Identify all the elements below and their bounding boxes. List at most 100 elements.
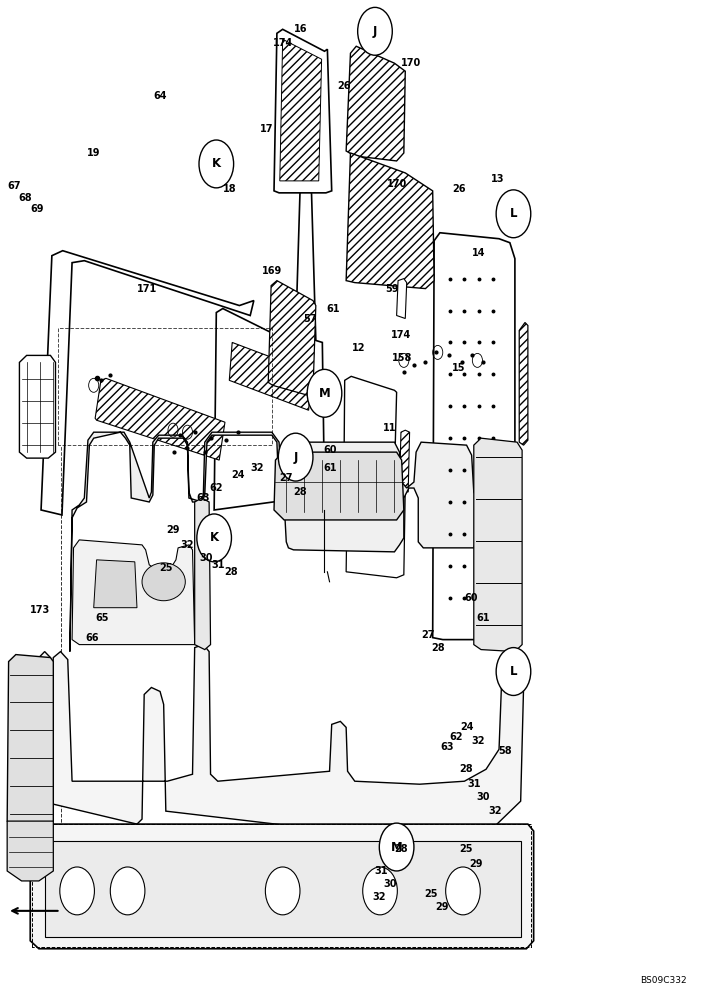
Circle shape	[110, 867, 145, 915]
Circle shape	[197, 514, 232, 562]
Text: 28: 28	[459, 764, 473, 774]
Text: 61: 61	[324, 463, 337, 473]
Text: 26: 26	[337, 81, 350, 91]
Circle shape	[496, 190, 531, 238]
Text: 28: 28	[224, 567, 237, 577]
Text: L: L	[510, 665, 517, 678]
Text: 13: 13	[491, 174, 505, 184]
Circle shape	[446, 867, 480, 915]
Polygon shape	[72, 540, 195, 645]
Polygon shape	[95, 378, 225, 460]
Polygon shape	[344, 376, 397, 478]
Circle shape	[199, 140, 234, 188]
Polygon shape	[20, 355, 56, 458]
Text: 32: 32	[471, 736, 485, 746]
Polygon shape	[279, 39, 321, 181]
Text: 32: 32	[488, 806, 502, 816]
Text: 63: 63	[440, 742, 454, 752]
Text: 66: 66	[85, 633, 99, 643]
Polygon shape	[397, 279, 407, 319]
Circle shape	[278, 433, 313, 481]
Polygon shape	[433, 233, 515, 640]
Text: 174: 174	[391, 330, 411, 340]
Text: 65: 65	[96, 613, 109, 623]
Text: 28: 28	[432, 643, 445, 653]
Text: 69: 69	[30, 204, 44, 214]
Text: 17: 17	[260, 124, 274, 134]
Text: 25: 25	[459, 844, 473, 854]
Polygon shape	[274, 29, 332, 193]
Text: 25: 25	[159, 563, 172, 573]
Text: 171: 171	[137, 284, 157, 294]
Text: 18: 18	[222, 184, 236, 194]
Text: 15: 15	[452, 363, 466, 373]
Ellipse shape	[142, 563, 185, 601]
Polygon shape	[7, 821, 54, 881]
Text: 30: 30	[200, 553, 213, 563]
Text: 29: 29	[469, 859, 483, 869]
Text: 59: 59	[386, 284, 399, 294]
Text: M: M	[319, 387, 330, 400]
Circle shape	[379, 823, 414, 871]
Text: 170: 170	[387, 179, 407, 189]
Polygon shape	[93, 560, 137, 608]
Circle shape	[307, 369, 342, 417]
Polygon shape	[346, 153, 434, 289]
Text: 64: 64	[153, 91, 167, 101]
Text: 24: 24	[231, 470, 245, 480]
Polygon shape	[41, 251, 254, 515]
Text: 32: 32	[181, 540, 194, 550]
Text: 30: 30	[476, 792, 490, 802]
Text: 173: 173	[30, 605, 51, 615]
Circle shape	[60, 867, 94, 915]
Polygon shape	[70, 432, 519, 652]
Text: 28: 28	[293, 487, 307, 497]
Text: 60: 60	[464, 593, 478, 603]
Text: 27: 27	[279, 473, 292, 483]
Text: 29: 29	[167, 525, 180, 535]
Polygon shape	[346, 470, 405, 578]
Text: 30: 30	[384, 879, 397, 889]
Text: 19: 19	[87, 148, 101, 158]
Text: M: M	[391, 841, 403, 854]
Text: 170: 170	[401, 58, 421, 68]
Text: 14: 14	[472, 248, 486, 258]
Text: 32: 32	[373, 892, 386, 902]
Polygon shape	[214, 189, 324, 510]
Text: 60: 60	[324, 445, 337, 455]
Text: 27: 27	[421, 630, 434, 640]
Text: 31: 31	[211, 560, 224, 570]
Circle shape	[358, 7, 392, 55]
Text: 67: 67	[8, 181, 21, 191]
Text: 12: 12	[353, 343, 366, 353]
Polygon shape	[400, 430, 410, 492]
Text: 61: 61	[327, 304, 340, 314]
Circle shape	[266, 867, 300, 915]
Text: 62: 62	[209, 483, 223, 493]
Text: 24: 24	[460, 722, 474, 732]
Text: 68: 68	[18, 193, 32, 203]
Text: 57: 57	[303, 314, 317, 324]
Text: 31: 31	[468, 779, 481, 789]
Polygon shape	[7, 655, 54, 827]
Text: 32: 32	[251, 463, 264, 473]
Circle shape	[496, 648, 531, 695]
Text: BS09C332: BS09C332	[640, 976, 687, 985]
Text: 29: 29	[435, 902, 449, 912]
Text: K: K	[209, 531, 219, 544]
Text: 31: 31	[374, 866, 387, 876]
Text: 158: 158	[392, 353, 413, 363]
Text: 28: 28	[394, 844, 408, 854]
Polygon shape	[473, 438, 522, 652]
Text: L: L	[510, 207, 517, 220]
Polygon shape	[195, 498, 211, 650]
Text: J: J	[373, 25, 377, 38]
Text: 25: 25	[424, 889, 438, 899]
Text: 174: 174	[272, 38, 292, 48]
Text: J: J	[293, 451, 298, 464]
Text: 58: 58	[498, 746, 512, 756]
Text: 16: 16	[294, 24, 308, 34]
Text: 63: 63	[197, 493, 210, 503]
Text: K: K	[211, 157, 221, 170]
Polygon shape	[38, 645, 524, 941]
